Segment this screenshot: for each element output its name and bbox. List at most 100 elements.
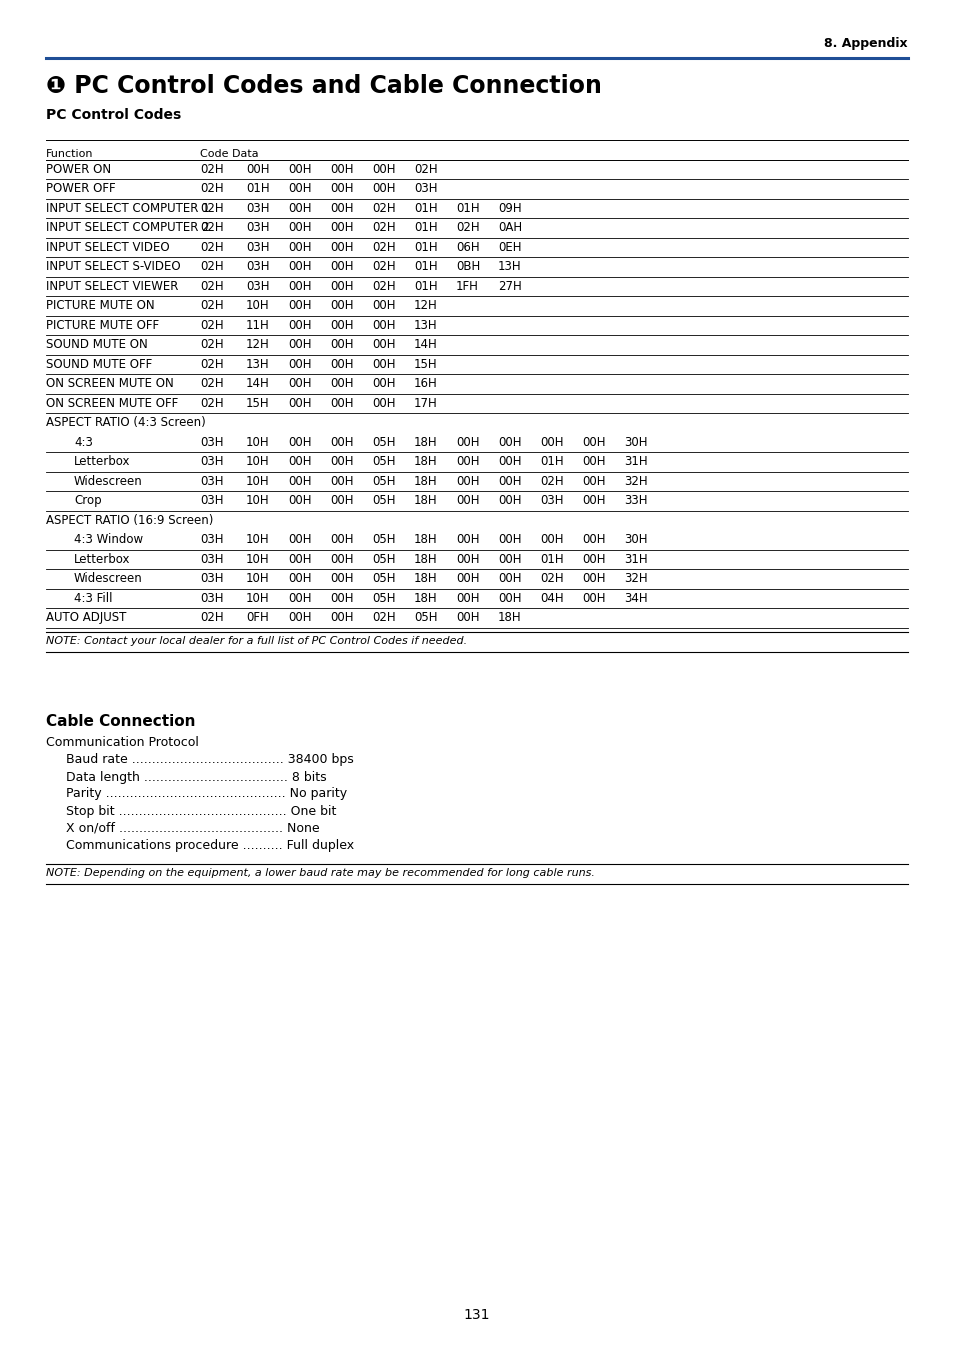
Text: PICTURE MUTE OFF: PICTURE MUTE OFF xyxy=(46,318,159,332)
Text: INPUT SELECT COMPUTER 1: INPUT SELECT COMPUTER 1 xyxy=(46,202,210,214)
Text: 18H: 18H xyxy=(414,553,437,566)
Text: 00H: 00H xyxy=(330,202,354,214)
Text: Stop bit .......................................... One bit: Stop bit ...............................… xyxy=(66,805,336,817)
Text: 00H: 00H xyxy=(456,495,479,507)
Text: 03H: 03H xyxy=(246,280,269,293)
Text: 00H: 00H xyxy=(372,299,395,313)
Text: 02H: 02H xyxy=(200,377,223,391)
Text: 02H: 02H xyxy=(200,182,223,195)
Text: 18H: 18H xyxy=(414,495,437,507)
Text: 00H: 00H xyxy=(581,435,605,449)
Text: 02H: 02H xyxy=(200,221,223,235)
Text: 02H: 02H xyxy=(200,280,223,293)
Text: 00H: 00H xyxy=(330,338,354,352)
Text: 18H: 18H xyxy=(414,456,437,468)
Text: 03H: 03H xyxy=(200,474,223,488)
Text: 00H: 00H xyxy=(581,474,605,488)
Text: 00H: 00H xyxy=(456,553,479,566)
Text: 02H: 02H xyxy=(372,202,395,214)
Text: 00H: 00H xyxy=(330,260,354,274)
Text: 16H: 16H xyxy=(414,377,437,391)
Text: 01H: 01H xyxy=(414,221,437,235)
Text: 00H: 00H xyxy=(456,573,479,585)
Text: 10H: 10H xyxy=(246,299,270,313)
Text: 00H: 00H xyxy=(330,299,354,313)
Text: 02H: 02H xyxy=(200,260,223,274)
Text: 00H: 00H xyxy=(330,377,354,391)
Text: 00H: 00H xyxy=(288,318,312,332)
Text: 01H: 01H xyxy=(414,260,437,274)
Text: 4:3 Fill: 4:3 Fill xyxy=(74,592,112,605)
Text: 03H: 03H xyxy=(200,553,223,566)
Text: 18H: 18H xyxy=(497,611,521,624)
Text: 00H: 00H xyxy=(497,592,521,605)
Text: 00H: 00H xyxy=(288,241,312,253)
Text: PICTURE MUTE ON: PICTURE MUTE ON xyxy=(46,299,154,313)
Text: 01H: 01H xyxy=(414,280,437,293)
Text: 14H: 14H xyxy=(414,338,437,352)
Text: 00H: 00H xyxy=(288,435,312,449)
Text: 00H: 00H xyxy=(288,456,312,468)
Text: 00H: 00H xyxy=(581,534,605,546)
Text: SOUND MUTE ON: SOUND MUTE ON xyxy=(46,338,148,352)
Text: 12H: 12H xyxy=(246,338,270,352)
Text: 03H: 03H xyxy=(200,573,223,585)
Text: Parity ............................................. No parity: Parity .................................… xyxy=(66,787,347,801)
Text: 02H: 02H xyxy=(372,221,395,235)
Text: ASPECT RATIO (4:3 Screen): ASPECT RATIO (4:3 Screen) xyxy=(46,417,206,429)
Text: 05H: 05H xyxy=(414,611,437,624)
Text: INPUT SELECT S-VIDEO: INPUT SELECT S-VIDEO xyxy=(46,260,180,274)
Text: 00H: 00H xyxy=(330,573,354,585)
Text: 30H: 30H xyxy=(623,534,647,546)
Text: 00H: 00H xyxy=(330,318,354,332)
Text: 17H: 17H xyxy=(414,396,437,410)
Text: 00H: 00H xyxy=(372,357,395,371)
Text: 33H: 33H xyxy=(623,495,647,507)
Text: Cable Connection: Cable Connection xyxy=(46,713,195,728)
Text: 06H: 06H xyxy=(456,241,479,253)
Text: 00H: 00H xyxy=(288,474,312,488)
Text: 00H: 00H xyxy=(330,280,354,293)
Text: 00H: 00H xyxy=(372,377,395,391)
Text: 32H: 32H xyxy=(623,573,647,585)
Text: 31H: 31H xyxy=(623,456,647,468)
Text: 00H: 00H xyxy=(497,435,521,449)
Text: 00H: 00H xyxy=(372,396,395,410)
Text: 27H: 27H xyxy=(497,280,521,293)
Text: 02H: 02H xyxy=(414,163,437,175)
Text: 02H: 02H xyxy=(200,396,223,410)
Text: INPUT SELECT VIDEO: INPUT SELECT VIDEO xyxy=(46,241,170,253)
Text: 00H: 00H xyxy=(330,611,354,624)
Text: 13H: 13H xyxy=(246,357,270,371)
Text: 10H: 10H xyxy=(246,456,270,468)
Text: 05H: 05H xyxy=(372,592,395,605)
Text: NOTE: Contact your local dealer for a full list of PC Control Codes if needed.: NOTE: Contact your local dealer for a fu… xyxy=(46,636,467,647)
Text: 18H: 18H xyxy=(414,474,437,488)
Text: 00H: 00H xyxy=(330,221,354,235)
Text: 12H: 12H xyxy=(414,299,437,313)
Text: 03H: 03H xyxy=(200,592,223,605)
Text: 32H: 32H xyxy=(623,474,647,488)
Text: 02H: 02H xyxy=(200,318,223,332)
Text: 00H: 00H xyxy=(330,474,354,488)
Text: 03H: 03H xyxy=(539,495,563,507)
Text: 03H: 03H xyxy=(200,534,223,546)
Text: 00H: 00H xyxy=(330,456,354,468)
Text: 00H: 00H xyxy=(246,163,269,175)
Text: 0BH: 0BH xyxy=(456,260,479,274)
Text: X on/off ......................................... None: X on/off ...............................… xyxy=(66,821,319,834)
Text: 01H: 01H xyxy=(539,456,563,468)
Text: 13H: 13H xyxy=(414,318,437,332)
Text: 00H: 00H xyxy=(497,573,521,585)
Text: 00H: 00H xyxy=(288,611,312,624)
Text: 00H: 00H xyxy=(288,299,312,313)
Text: 131: 131 xyxy=(463,1308,490,1322)
Text: 00H: 00H xyxy=(330,435,354,449)
Text: 00H: 00H xyxy=(288,280,312,293)
Text: 05H: 05H xyxy=(372,534,395,546)
Text: 10H: 10H xyxy=(246,435,270,449)
Text: 00H: 00H xyxy=(330,495,354,507)
Text: 02H: 02H xyxy=(372,241,395,253)
Text: 01H: 01H xyxy=(456,202,479,214)
Text: 10H: 10H xyxy=(246,573,270,585)
